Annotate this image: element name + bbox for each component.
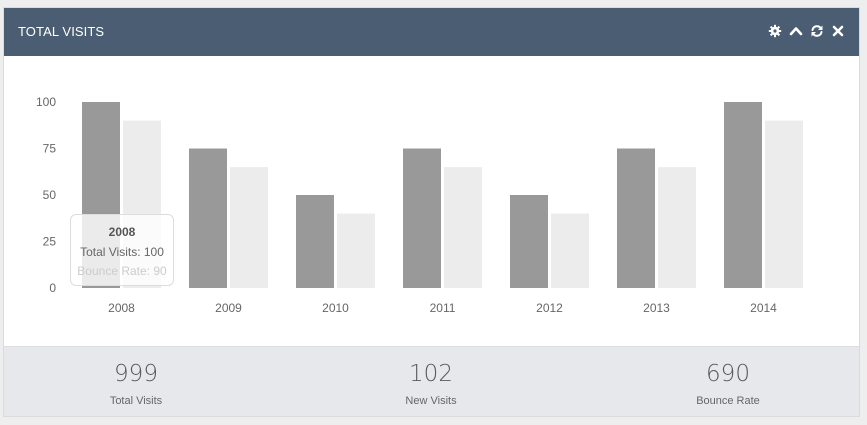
bar-chart: 0 25 50 75 100 2008 2009 2010 2011 2012 2013 2014 2… bbox=[4, 56, 859, 346]
bar-total-visits-2010[interactable] bbox=[296, 195, 334, 288]
total-visits-panel: TOTAL VISITS bbox=[3, 7, 860, 417]
stat-total-visits: 999 Total Visits bbox=[36, 347, 236, 407]
chevron-up-icon[interactable] bbox=[789, 24, 803, 38]
panel-title: TOTAL VISITS bbox=[18, 24, 105, 39]
close-icon[interactable] bbox=[831, 24, 845, 38]
y-tick-label: 75 bbox=[43, 142, 57, 156]
stat-bounce-rate: 690 Bounce Rate bbox=[628, 347, 828, 407]
stat-label: New Visits bbox=[405, 395, 457, 407]
bar-total-visits-2009[interactable] bbox=[189, 148, 227, 289]
stat-value: 690 bbox=[706, 361, 750, 387]
stats-footer: 999 Total Visits 102 New Visits 690 Boun… bbox=[4, 346, 859, 416]
refresh-icon[interactable] bbox=[810, 24, 824, 38]
tooltip-bounce-rate: Bounce Rate: 90 bbox=[77, 264, 167, 278]
tooltip-total-visits: Total Visits: 100 bbox=[80, 245, 164, 259]
tooltip-title: 2008 bbox=[108, 225, 136, 239]
bar-bounce-rate-2012[interactable] bbox=[551, 213, 589, 288]
header-icons bbox=[768, 24, 845, 38]
chart-tooltip: 2008 Total Visits: 100 Bounce Rate: 90 bbox=[70, 214, 174, 286]
y-tick-label: 100 bbox=[36, 95, 56, 109]
y-tick-label: 0 bbox=[49, 281, 56, 295]
x-tick-label: 2014 bbox=[750, 301, 777, 315]
y-tick-label: 50 bbox=[43, 188, 57, 202]
x-tick-label: 2008 bbox=[108, 301, 135, 315]
bar-bounce-rate-2010[interactable] bbox=[337, 213, 375, 288]
x-tick-label: 2013 bbox=[643, 301, 670, 315]
x-tick-label: 2010 bbox=[322, 301, 349, 315]
bar-bounce-rate-2013[interactable] bbox=[658, 167, 696, 288]
bar-total-visits-2012[interactable] bbox=[510, 195, 548, 288]
bar-total-visits-2011[interactable] bbox=[403, 148, 441, 289]
bar-bounce-rate-2014[interactable] bbox=[765, 120, 803, 288]
y-tick-label: 25 bbox=[43, 235, 57, 249]
stat-label: Bounce Rate bbox=[696, 395, 760, 407]
bar-bounce-rate-2011[interactable] bbox=[444, 167, 482, 288]
x-tick-label: 2009 bbox=[215, 301, 242, 315]
bar-chart-svg: 0 25 50 75 100 2008 2009 2010 2011 2012 2013 2014 bbox=[36, 95, 803, 315]
stat-new-visits: 102 New Visits bbox=[331, 347, 531, 407]
bar-bounce-rate-2009[interactable] bbox=[230, 167, 268, 288]
x-tick-label: 2011 bbox=[430, 301, 456, 315]
gear-icon[interactable] bbox=[768, 24, 782, 38]
stat-label: Total Visits bbox=[109, 395, 163, 407]
panel-header: TOTAL VISITS bbox=[4, 8, 859, 56]
stat-value: 102 bbox=[409, 361, 453, 387]
bar-total-visits-2013[interactable] bbox=[617, 148, 655, 289]
stat-value: 999 bbox=[114, 361, 158, 387]
bar-total-visits-2014[interactable] bbox=[724, 102, 762, 288]
x-tick-label: 2012 bbox=[536, 301, 563, 315]
